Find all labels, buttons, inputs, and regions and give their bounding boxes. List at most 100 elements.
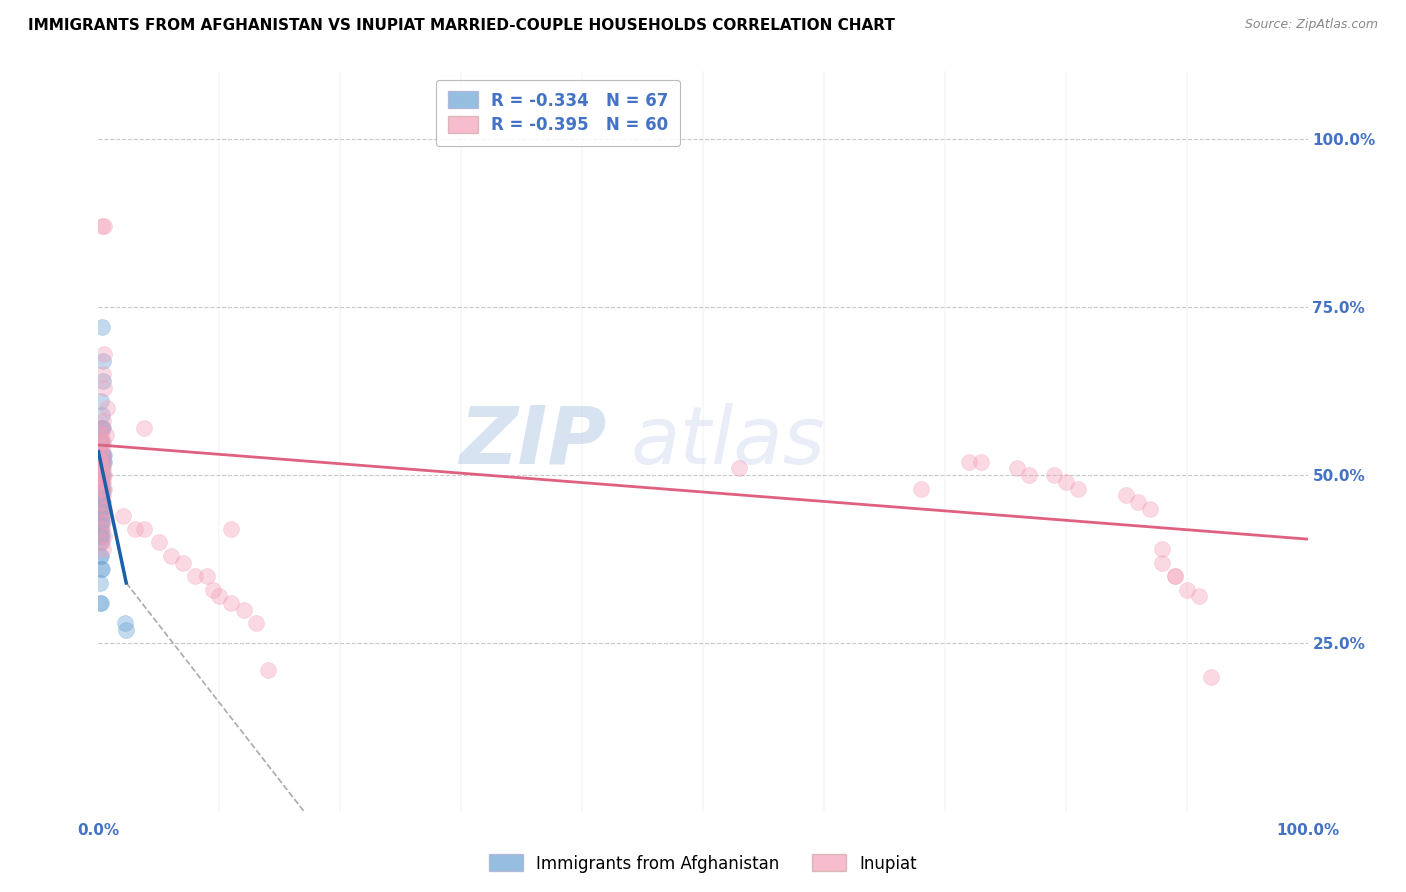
Point bbox=[89, 508, 111, 523]
Point bbox=[89, 455, 111, 469]
Point bbox=[148, 535, 170, 549]
Point bbox=[91, 482, 114, 496]
Point bbox=[91, 495, 114, 509]
Point bbox=[172, 556, 194, 570]
Point bbox=[91, 448, 114, 462]
Point bbox=[91, 542, 114, 557]
Point bbox=[96, 401, 118, 415]
Point bbox=[89, 596, 111, 610]
Point bbox=[90, 508, 112, 523]
Point bbox=[91, 475, 114, 489]
Point bbox=[89, 468, 111, 483]
Point bbox=[90, 501, 112, 516]
Point bbox=[111, 508, 134, 523]
Text: atlas: atlas bbox=[630, 402, 825, 481]
Point bbox=[90, 427, 112, 442]
Point bbox=[91, 461, 114, 475]
Point bbox=[91, 368, 114, 382]
Point bbox=[957, 455, 980, 469]
Point bbox=[89, 434, 111, 449]
Point bbox=[256, 664, 278, 678]
Point bbox=[91, 455, 114, 469]
Point bbox=[1042, 468, 1064, 483]
Point bbox=[93, 381, 115, 395]
Point bbox=[91, 482, 114, 496]
Point bbox=[970, 455, 993, 469]
Point bbox=[91, 421, 114, 435]
Point bbox=[1128, 495, 1150, 509]
Point bbox=[90, 468, 112, 483]
Point bbox=[91, 535, 114, 549]
Point bbox=[1139, 501, 1161, 516]
Point bbox=[89, 461, 111, 475]
Point bbox=[89, 482, 111, 496]
Point bbox=[91, 516, 114, 530]
Point bbox=[91, 434, 114, 449]
Point bbox=[90, 562, 112, 576]
Point bbox=[91, 516, 114, 530]
Point bbox=[90, 394, 112, 409]
Point bbox=[91, 408, 114, 422]
Text: ZIP: ZIP bbox=[458, 402, 606, 481]
Point bbox=[93, 347, 115, 361]
Point bbox=[1115, 488, 1137, 502]
Point bbox=[1163, 569, 1185, 583]
Point bbox=[1054, 475, 1077, 489]
Point bbox=[89, 529, 111, 543]
Point bbox=[90, 495, 112, 509]
Point bbox=[1152, 556, 1174, 570]
Point bbox=[195, 569, 218, 583]
Point bbox=[89, 488, 111, 502]
Point bbox=[134, 421, 156, 435]
Point bbox=[134, 522, 156, 536]
Point bbox=[91, 468, 114, 483]
Point bbox=[115, 623, 138, 637]
Point bbox=[90, 535, 112, 549]
Point bbox=[91, 320, 114, 334]
Point bbox=[90, 455, 112, 469]
Point bbox=[93, 448, 115, 462]
Point bbox=[89, 501, 111, 516]
Legend: Immigrants from Afghanistan, Inupiat: Immigrants from Afghanistan, Inupiat bbox=[482, 847, 924, 880]
Point bbox=[91, 495, 114, 509]
Point bbox=[1163, 569, 1185, 583]
Point bbox=[1199, 670, 1222, 684]
Point bbox=[91, 508, 114, 523]
Text: Source: ZipAtlas.com: Source: ZipAtlas.com bbox=[1244, 18, 1378, 31]
Point bbox=[1018, 468, 1040, 483]
Point bbox=[124, 522, 146, 536]
Point bbox=[114, 616, 136, 631]
Point bbox=[89, 522, 111, 536]
Point bbox=[91, 455, 114, 469]
Point bbox=[91, 562, 114, 576]
Point bbox=[90, 488, 112, 502]
Point bbox=[93, 529, 115, 543]
Legend: R = -0.334   N = 67, R = -0.395   N = 60: R = -0.334 N = 67, R = -0.395 N = 60 bbox=[436, 79, 681, 146]
Point bbox=[91, 529, 114, 543]
Point bbox=[91, 482, 114, 496]
Point bbox=[91, 475, 114, 489]
Point bbox=[232, 603, 254, 617]
Point bbox=[90, 448, 112, 462]
Text: IMMIGRANTS FROM AFGHANISTAN VS INUPIAT MARRIED-COUPLE HOUSEHOLDS CORRELATION CHA: IMMIGRANTS FROM AFGHANISTAN VS INUPIAT M… bbox=[28, 18, 896, 33]
Point bbox=[90, 461, 112, 475]
Point bbox=[89, 549, 111, 563]
Point bbox=[1007, 461, 1029, 475]
Point bbox=[91, 501, 114, 516]
Point bbox=[91, 495, 114, 509]
Point bbox=[91, 488, 114, 502]
Point bbox=[90, 448, 112, 462]
Point bbox=[91, 219, 114, 234]
Point bbox=[89, 448, 111, 462]
Point bbox=[91, 448, 114, 462]
Point bbox=[245, 616, 267, 631]
Point bbox=[90, 529, 112, 543]
Point bbox=[221, 596, 243, 610]
Point bbox=[91, 421, 114, 435]
Point bbox=[91, 353, 114, 368]
Point bbox=[89, 468, 111, 483]
Point bbox=[910, 482, 932, 496]
Point bbox=[91, 455, 114, 469]
Point bbox=[90, 421, 112, 435]
Point bbox=[90, 455, 112, 469]
